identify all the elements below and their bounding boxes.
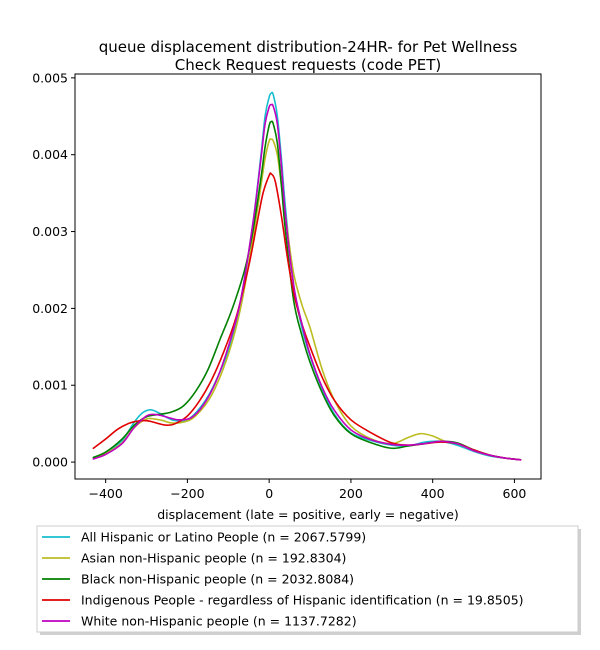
- y-tick-label: 0.003: [32, 224, 68, 239]
- y-tick-label: 0.001: [32, 378, 68, 393]
- x-tick-label: −200: [170, 486, 204, 501]
- chart-title-line-1: queue displacement distribution-24HR- fo…: [99, 38, 518, 56]
- x-tick-label: 600: [503, 486, 527, 501]
- series-line-4: [92, 172, 522, 461]
- legend-entry: Indigenous People - regardless of Hispan…: [81, 593, 524, 608]
- y-axis: 0.000 0.001 0.002 0.003 0.004 0.005: [32, 70, 75, 470]
- series-line-1: [92, 91, 522, 461]
- chart-title-line-2: Check Request requests (code PET): [175, 56, 442, 74]
- x-tick-label: 400: [421, 486, 445, 501]
- legend-entry: Black non-Hispanic people (n = 2032.8084…: [81, 572, 354, 587]
- series-line-3: [92, 120, 522, 461]
- y-tick-label: 0.002: [32, 301, 68, 316]
- legend-box: [36, 525, 579, 633]
- y-tick-label: 0.000: [32, 455, 68, 470]
- legend-entry: White non-Hispanic people (n = 1137.7282…: [81, 614, 357, 629]
- x-axis-label: displacement (late = positive, early = n…: [157, 507, 459, 522]
- series-lines: [92, 91, 522, 461]
- legend-entry: Asian non-Hispanic people (n = 192.8304): [81, 551, 346, 566]
- series-line-5: [92, 103, 522, 461]
- plot-area: [74, 73, 542, 480]
- y-tick-label: 0.004: [32, 147, 68, 162]
- x-tick-label: 200: [339, 486, 363, 501]
- series-line-2: [92, 138, 522, 461]
- x-tick-label: −400: [88, 486, 122, 501]
- x-tick-label: 0: [265, 486, 273, 501]
- axes-frame: [74, 73, 542, 480]
- x-axis: −400 −200 0 200 400 600: [88, 479, 526, 501]
- legend: All Hispanic or Latino People (n = 2067.…: [36, 525, 581, 635]
- legend-entry: All Hispanic or Latino People (n = 2067.…: [81, 530, 366, 545]
- y-tick-label: 0.005: [32, 70, 68, 85]
